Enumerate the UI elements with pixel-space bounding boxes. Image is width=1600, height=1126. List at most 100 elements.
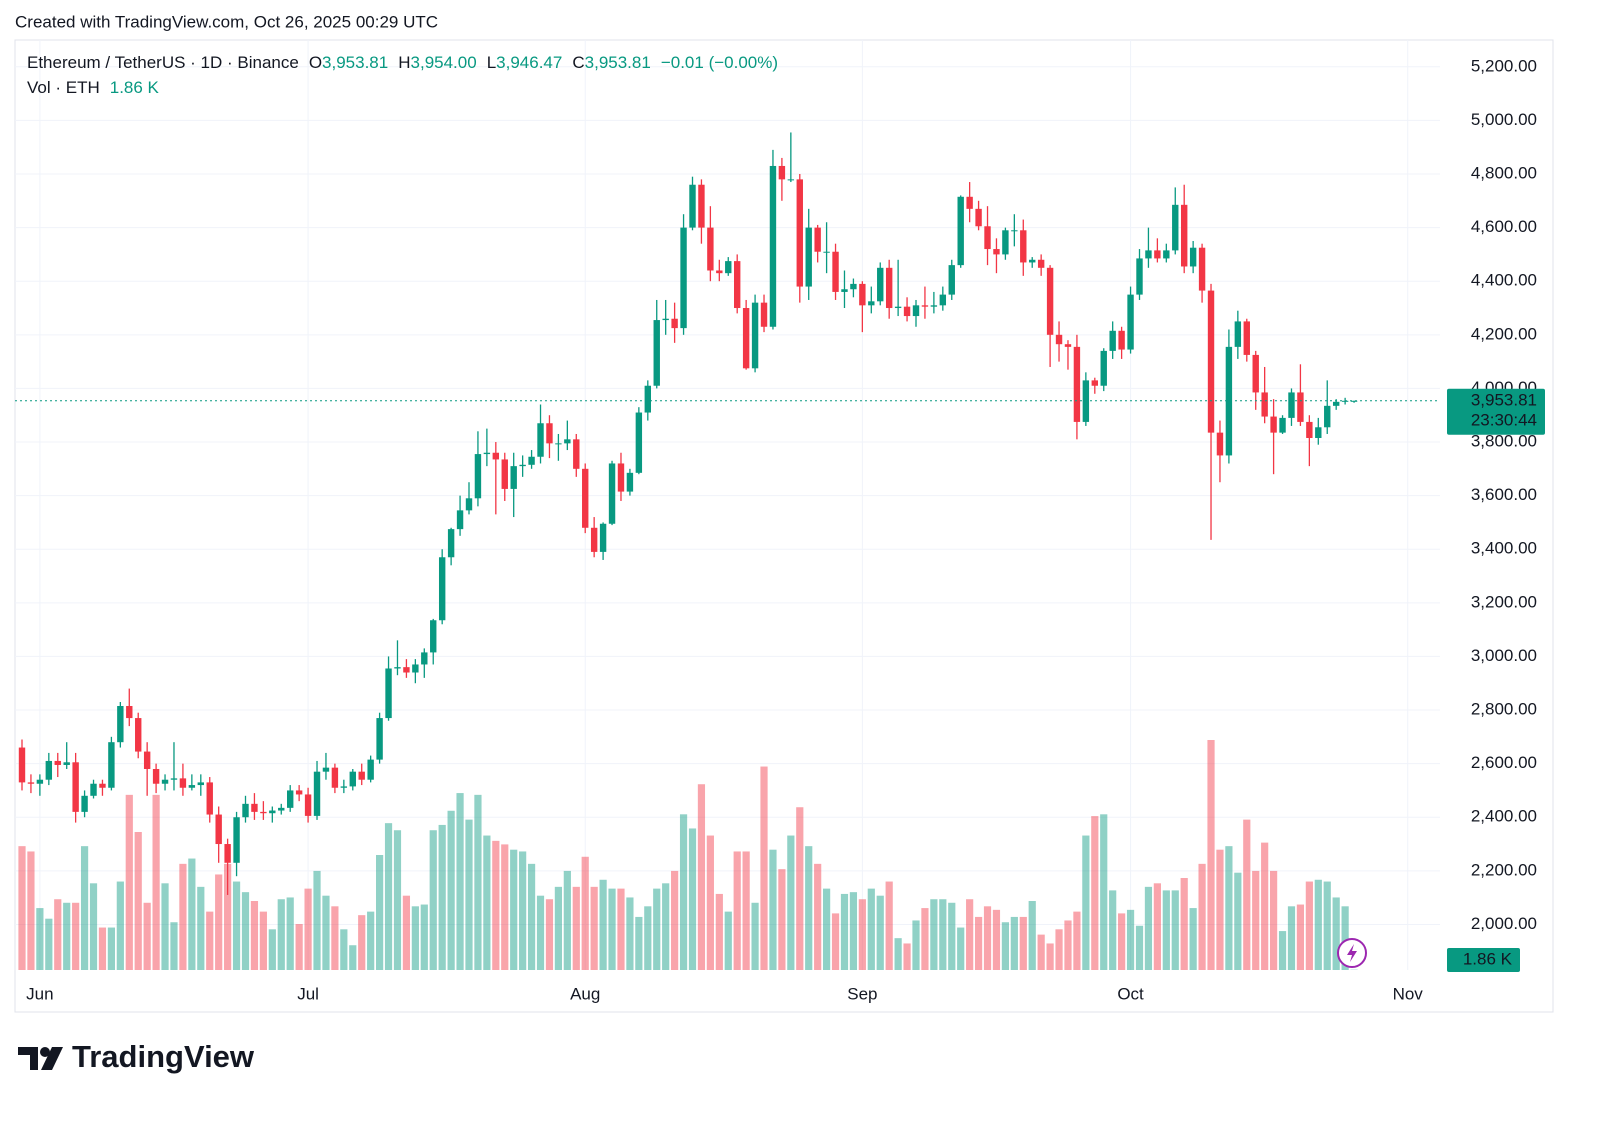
candle-body <box>626 472 634 492</box>
logo: TradingView <box>18 1039 255 1074</box>
volume-bar <box>626 897 634 970</box>
volume-bar <box>742 851 750 970</box>
bolt-icon <box>1337 938 1367 968</box>
volume-bar <box>36 908 44 970</box>
x-tick-label: Oct <box>1117 984 1144 1003</box>
candle-body <box>993 249 1000 255</box>
candle-body <box>349 771 356 787</box>
volume-bar <box>304 888 312 970</box>
candle-body <box>590 527 598 552</box>
candle-body <box>617 463 625 492</box>
volume-bar <box>420 904 428 970</box>
candle-body <box>537 423 544 457</box>
countdown: 23:30:44 <box>1471 410 1537 429</box>
candle-body <box>376 718 383 760</box>
candle-body <box>608 463 616 524</box>
volume-bar <box>1305 881 1313 970</box>
volume-bar <box>224 863 232 970</box>
candle-body <box>412 664 419 673</box>
volume-bar <box>232 881 241 970</box>
candle-body <box>304 794 312 816</box>
volume-bar <box>63 902 71 970</box>
volume-label-box <box>1447 948 1520 972</box>
volume-bar <box>1055 929 1063 970</box>
candle-body <box>680 227 687 329</box>
y-tick-label: 4,600.00 <box>1471 217 1537 236</box>
x-tick-label: Jul <box>297 984 319 1003</box>
candle-body <box>81 795 88 812</box>
volume-bar <box>313 870 321 970</box>
legend: Ethereum / TetherUS · 1D · Binance O3,953… <box>27 53 778 72</box>
volume-bar <box>170 922 178 970</box>
volume-bar <box>966 899 974 970</box>
volume-bar <box>438 824 446 970</box>
volume-label: 1.86 K <box>1463 949 1513 968</box>
volume-bar <box>259 911 267 970</box>
volume-bar <box>393 830 402 970</box>
volume-bar <box>930 899 938 970</box>
legend-close: 3,953.81 <box>585 53 651 72</box>
volume-bar <box>161 883 169 970</box>
volume-bar <box>992 909 1001 970</box>
chart-frame <box>14 39 1554 1013</box>
candle-body <box>278 807 285 811</box>
candle-body <box>957 196 964 266</box>
volume-bar <box>1028 901 1036 970</box>
y-tick-label: 5,000.00 <box>1471 110 1537 129</box>
candle-body <box>859 283 866 306</box>
candle-body <box>528 456 535 465</box>
candle-body <box>1189 247 1197 267</box>
candle-body <box>1163 250 1170 259</box>
candle-body <box>698 184 705 228</box>
candle-body <box>707 227 714 271</box>
candle-body <box>1306 421 1313 438</box>
legend-high: 3,954.00 <box>411 53 477 72</box>
volume-bar <box>519 851 527 970</box>
x-tick-label: Aug <box>570 984 600 1003</box>
volume-bar <box>563 870 571 970</box>
candle-body <box>671 318 678 329</box>
volume-bar <box>983 906 992 970</box>
volume-bar <box>1216 849 1224 970</box>
volume-bar <box>715 893 723 970</box>
bolt <box>1347 944 1357 962</box>
volume-bar <box>340 929 348 970</box>
volume-bar <box>787 835 795 970</box>
volume-bar <box>894 938 902 970</box>
volume-bar <box>322 895 330 970</box>
volume-bar <box>1323 881 1331 970</box>
volume-bar <box>653 888 661 970</box>
candle-body <box>930 305 938 307</box>
y-tick-label: 2,400.00 <box>1471 807 1537 826</box>
candle-body <box>885 267 893 309</box>
candle-body <box>152 768 160 784</box>
volume-bar <box>98 927 107 970</box>
volume-bar <box>250 901 259 970</box>
volume-bar <box>1207 740 1215 970</box>
candle-body <box>1332 401 1340 406</box>
volume-bar <box>384 823 393 970</box>
candle-body <box>1011 230 1018 232</box>
volume-bar <box>89 883 98 970</box>
volume-bar <box>590 886 598 970</box>
volume-bar <box>107 927 115 970</box>
candle-body <box>367 759 374 780</box>
volume-bar <box>608 888 616 970</box>
candle-body <box>1100 350 1107 386</box>
candle-body <box>242 803 249 818</box>
candle-body <box>555 443 562 445</box>
candle-body <box>188 785 196 788</box>
candle-body <box>894 306 902 309</box>
candle-body <box>734 261 741 309</box>
x-tick-label: Nov <box>1393 984 1424 1003</box>
candle-body <box>161 779 169 784</box>
price-pane <box>15 132 1440 895</box>
candle-body <box>1252 354 1259 393</box>
candle-body <box>456 510 464 530</box>
candle-body <box>582 468 589 528</box>
volume-bar <box>1118 913 1126 970</box>
volume-bar <box>823 888 831 970</box>
candle-body <box>1073 346 1081 422</box>
volume-bar <box>1126 909 1135 970</box>
candle-body <box>394 667 401 669</box>
